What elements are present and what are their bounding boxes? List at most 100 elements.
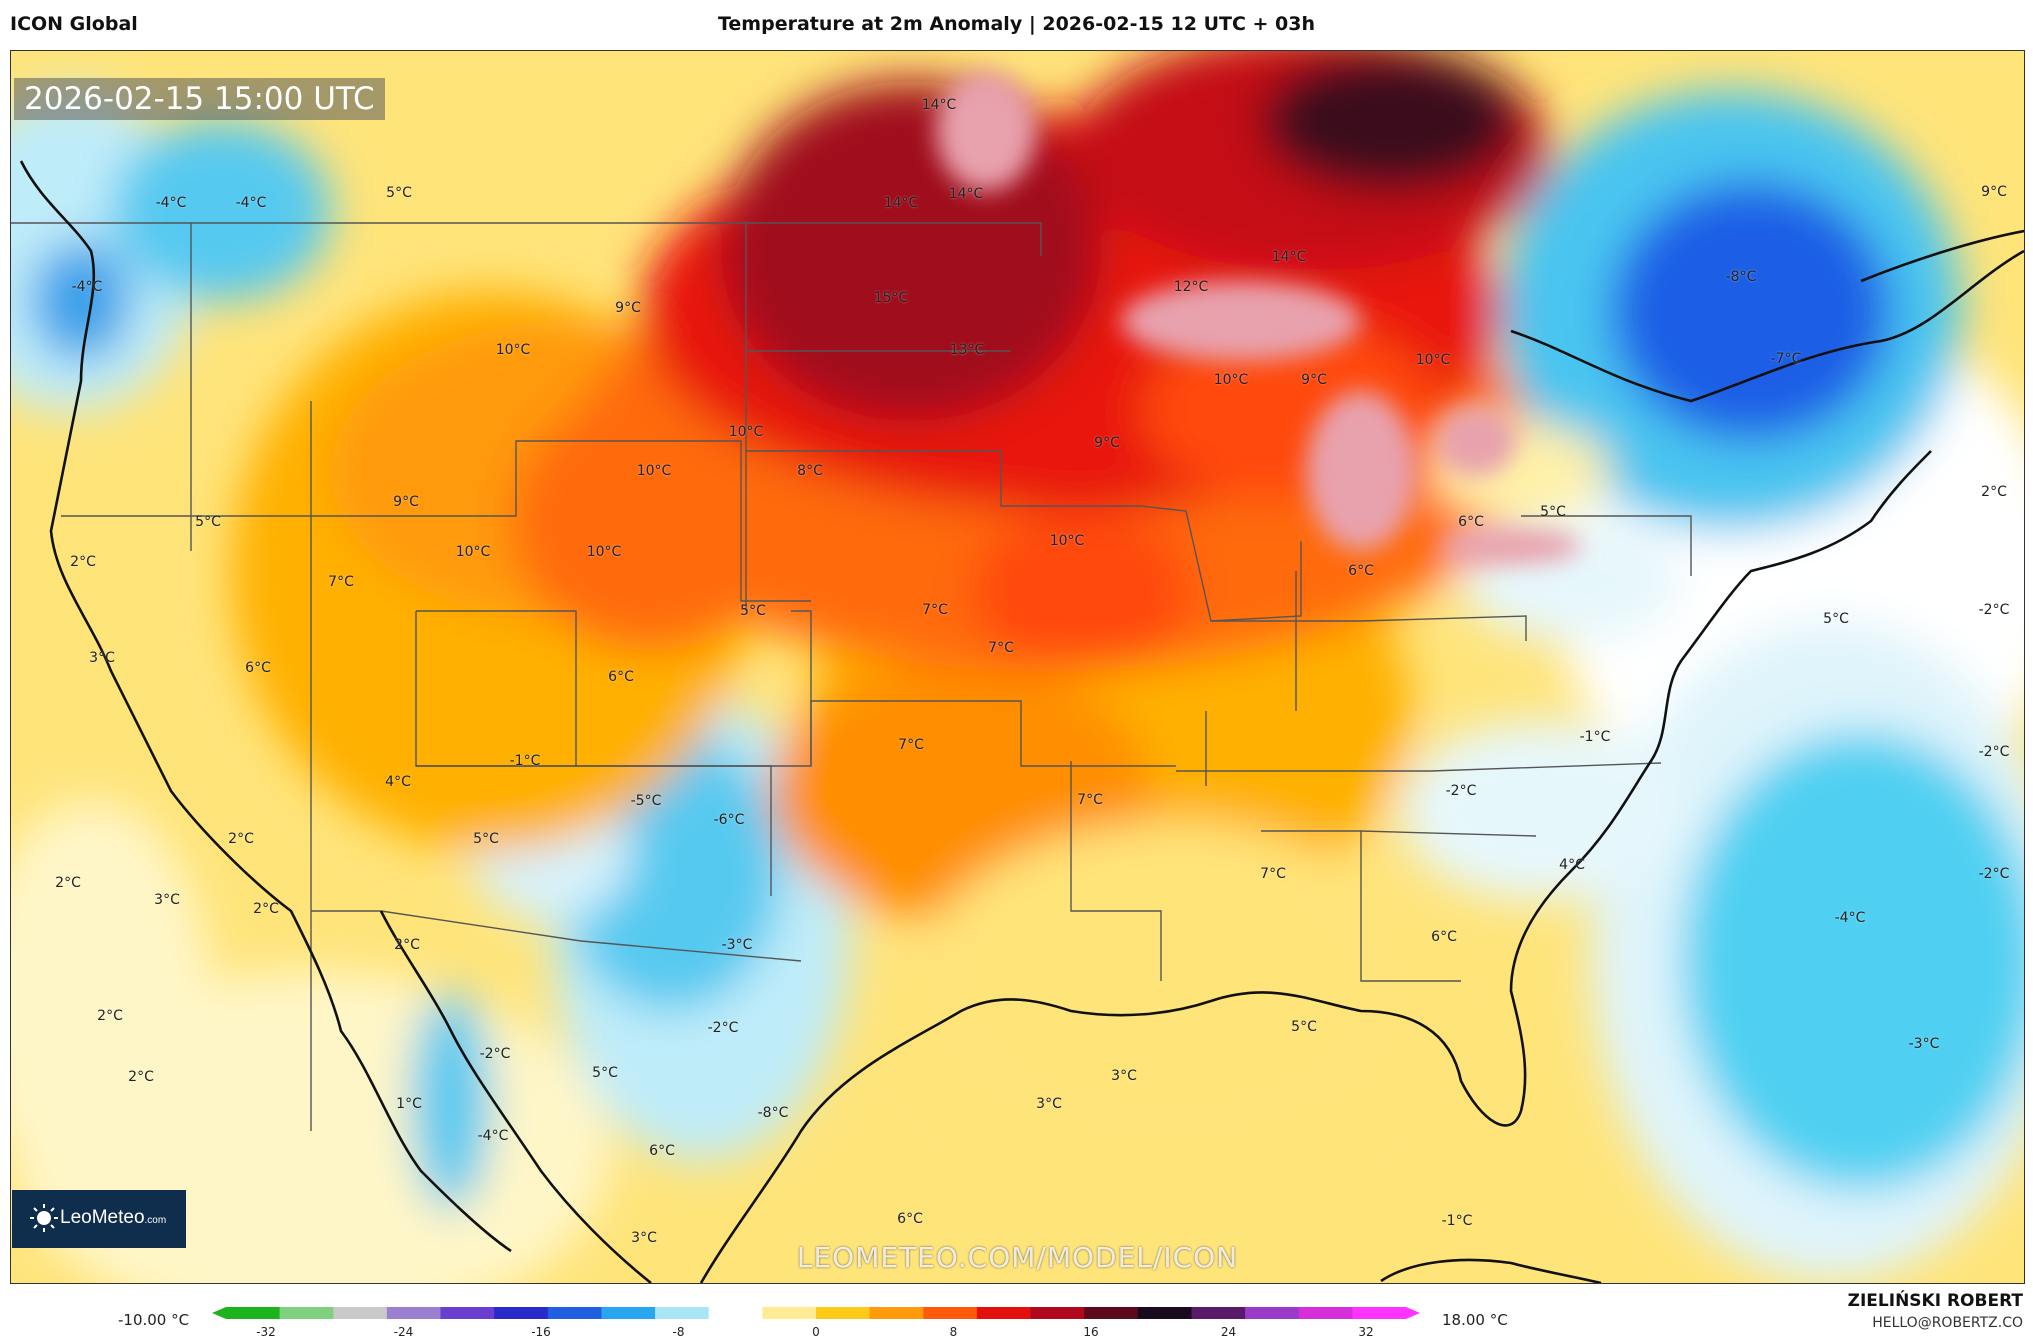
anomaly-label: 7°C [1260, 866, 1286, 882]
colorbar-segment [1084, 1307, 1139, 1319]
colorbar-tick-label: 16 [1083, 1325, 1099, 1339]
anomaly-label: -2°C [1978, 744, 2010, 760]
anomaly-label: -7°C [1770, 351, 1802, 367]
anomaly-label: 9°C [393, 494, 419, 510]
colorbar-tick-label: -24 [393, 1325, 414, 1339]
colorbar-segment [869, 1307, 924, 1319]
anomaly-label: 6°C [1348, 563, 1374, 579]
chart-title: Temperature at 2m Anomaly | 2026-02-15 1… [717, 13, 1316, 35]
colorbar-segment [1298, 1307, 1353, 1319]
valid-time-badge: 2026-02-15 15:00 UTC [14, 78, 385, 120]
colorbar-segment [976, 1307, 1032, 1319]
anomaly-label: 6°C [649, 1143, 675, 1159]
anomaly-label: 8°C [797, 463, 823, 479]
anomaly-label: 2°C [253, 901, 279, 917]
anomaly-label: 7°C [922, 602, 948, 618]
brand-name: LeoMeteo.com [60, 1207, 166, 1229]
anomaly-label: 4°C [385, 774, 411, 790]
anomaly-label: -4°C [1834, 910, 1866, 926]
colorbar-tick-label: 8 [949, 1325, 958, 1339]
colorbar-segment [816, 1307, 871, 1319]
anomaly-label: 6°C [897, 1211, 923, 1227]
colorbar-segment [601, 1307, 656, 1319]
sun-icon [30, 1204, 58, 1232]
colorbar-tick-label: 0 [812, 1325, 820, 1339]
anomaly-label: 3°C [1036, 1096, 1062, 1112]
anomaly-label: 2°C [128, 1069, 154, 1085]
colorbar-segment [1245, 1307, 1300, 1319]
leometeo-logo[interactable]: LeoMeteo.com [12, 1190, 186, 1248]
footer: -10.00 °C -32 -24 -16 -8 0 8 16 24 32 18.00 °C Z… [0, 1284, 2033, 1339]
anomaly-label: 9°C [1301, 372, 1327, 388]
anomaly-label: 13°C [949, 342, 985, 358]
anomaly-label: 10°C [1213, 372, 1249, 388]
anomaly-label: 9°C [1981, 184, 2007, 200]
anomaly-label: 6°C [1431, 929, 1457, 945]
anomaly-label: 3°C [154, 892, 180, 908]
anomaly-label: 2°C [1981, 484, 2007, 500]
author-name: ZIELIŃSKI ROBERT [1847, 1291, 2023, 1311]
anomaly-label: 3°C [89, 650, 115, 666]
author-email[interactable]: HELLO@ROBERTZ.CO [1872, 1315, 2023, 1331]
anomaly-label: 5°C [1540, 504, 1566, 520]
anomaly-label: 2°C [70, 554, 96, 570]
anomaly-label: 10°C [495, 342, 531, 358]
anomaly-label: 15°C [873, 290, 909, 306]
colorbar-segment [440, 1307, 495, 1319]
anomaly-label: 9°C [1094, 435, 1120, 451]
anomaly-label: 7°C [898, 737, 924, 753]
colorbar-segment [762, 1307, 817, 1319]
colorbar-segment [1191, 1307, 1246, 1319]
anomaly-label: 3°C [1111, 1068, 1137, 1084]
anomaly-label: -3°C [721, 937, 753, 953]
anomaly-label: -1°C [509, 753, 541, 769]
anomaly-map[interactable]: 2026-02-15 15:00 UTC -4°C -4°C 5°C 14°C … [10, 50, 2025, 1284]
watermark: LEOMETEO.COM/MODEL/ICON [796, 1241, 1239, 1274]
anomaly-label: 6°C [245, 660, 271, 676]
colorbar [212, 1307, 1420, 1319]
anomaly-label: -4°C [155, 195, 187, 211]
anomaly-label: 1°C [396, 1096, 422, 1112]
anomaly-label: 7°C [328, 574, 354, 590]
anomaly-label: -2°C [707, 1020, 739, 1036]
anomaly-label: 10°C [1415, 352, 1451, 368]
colorbar-tick-label: -32 [256, 1325, 276, 1339]
anomaly-label: -8°C [1725, 269, 1757, 285]
anomaly-label: 5°C [473, 831, 499, 847]
anomaly-label: -4°C [477, 1128, 509, 1144]
anomaly-label: 7°C [1077, 792, 1103, 808]
anomaly-label: 10°C [728, 424, 764, 440]
anomaly-label: -2°C [1445, 783, 1477, 799]
anomaly-label: -4°C [71, 279, 103, 295]
anomaly-label: 10°C [636, 463, 672, 479]
colorbar-tick-label: -16 [531, 1325, 551, 1339]
anomaly-label: -8°C [757, 1105, 789, 1121]
anomaly-label: -2°C [479, 1046, 511, 1062]
anomaly-field [11, 51, 2024, 1283]
brand-name-text: LeoMeteo [60, 1207, 145, 1228]
anomaly-label: 14°C [921, 97, 957, 113]
colorbar-tick-label: -8 [672, 1325, 685, 1339]
anomaly-label: -2°C [1978, 866, 2010, 882]
colorbar-segment [655, 1307, 710, 1319]
anomaly-label: 7°C [988, 640, 1014, 656]
anomaly-label: -6°C [713, 812, 745, 828]
anomaly-label: 14°C [948, 186, 984, 202]
anomaly-label: -1°C [1441, 1213, 1473, 1229]
brand-domain: .com [144, 1215, 167, 1226]
anomaly-label: 12°C [1173, 279, 1209, 295]
anomaly-label: 10°C [455, 544, 491, 560]
colorbar-segment [226, 1307, 281, 1319]
colorbar-segment [1352, 1307, 1407, 1319]
model-name: ICON Global [10, 13, 138, 35]
anomaly-label: 3°C [631, 1230, 657, 1246]
colorbar-segment [494, 1307, 549, 1319]
anomaly-label: 14°C [1271, 249, 1307, 265]
colorbar-segment [333, 1307, 388, 1319]
anomaly-label: -2°C [1978, 602, 2010, 618]
anomaly-label: 10°C [1049, 533, 1085, 549]
anomaly-label: 9°C [615, 300, 641, 316]
colorbar-tick-label: 32 [1358, 1325, 1374, 1339]
colorbar-segment [279, 1307, 334, 1319]
anomaly-label: 6°C [1458, 514, 1484, 530]
